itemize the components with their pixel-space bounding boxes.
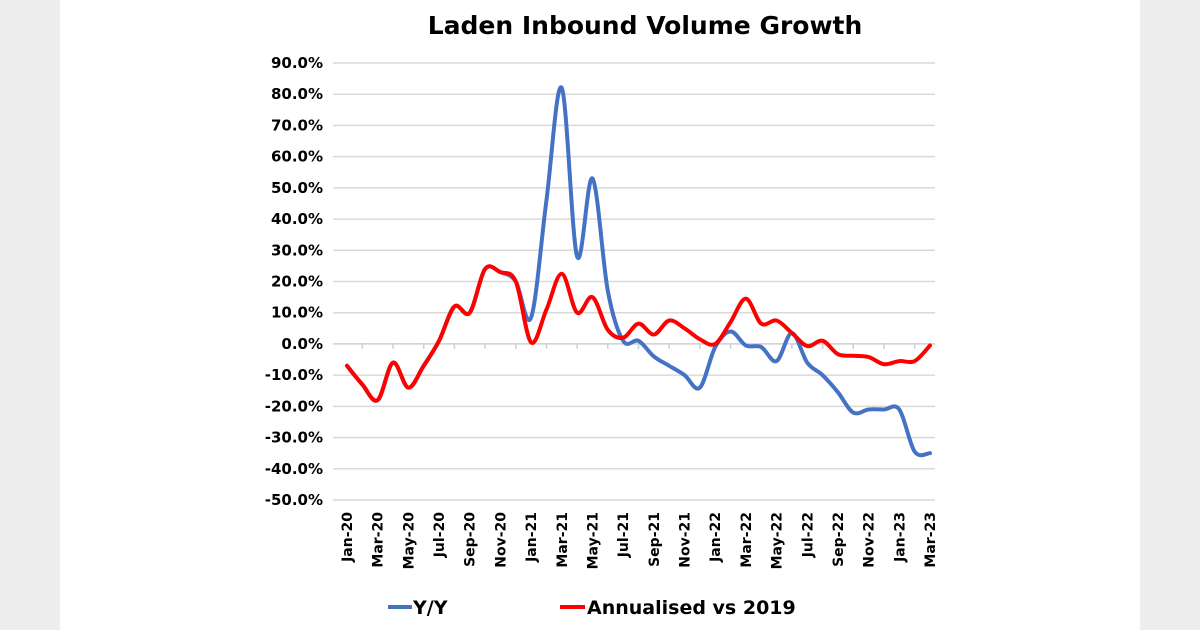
x-axis-ticks: Jan-20 Mar-20 May-20 Jul-20 Sep-20 Nov-20 Jan-… (340, 512, 939, 570)
y-tick-label: 60.0% (271, 148, 323, 166)
series-lines (345, 85, 932, 458)
x-tick-label: Jul-22 (800, 512, 816, 558)
x-tick-label: Sep-20 (463, 512, 479, 567)
x-tick-label: Jul-21 (616, 512, 632, 558)
x-tick-label: Sep-22 (831, 512, 847, 567)
legend-label-annualised: Annualised vs 2019 (587, 597, 796, 619)
x-tick-label: Mar-23 (923, 512, 939, 568)
x-tick-label: Jan-21 (524, 512, 540, 563)
y-tick-label: 70.0% (271, 116, 323, 134)
y-tick-label: 10.0% (271, 304, 323, 322)
x-tick-label: Mar-20 (371, 512, 387, 568)
legend: Y/Y Annualised vs 2019 (388, 597, 796, 619)
y-tick-label: -10.0% (265, 366, 323, 384)
x-tick-label: Jan-20 (340, 512, 356, 563)
gridlines (333, 62, 935, 501)
legend-label-yy: Y/Y (412, 597, 448, 619)
y-axis-ticks: 90.0% 80.0% 70.0% 60.0% 50.0% 40.0% 30.0% 20.0%… (265, 54, 323, 509)
y-tick-label: 50.0% (271, 179, 323, 197)
x-tick-label: May-20 (401, 512, 417, 570)
x-tick-label: Sep-21 (647, 512, 663, 567)
x-tick-label: Jan-22 (708, 512, 724, 563)
y-tick-label: 30.0% (271, 241, 323, 259)
x-tick-label: Jul-20 (432, 512, 448, 559)
x-tick-label: Nov-21 (678, 512, 694, 568)
y-tick-label: 80.0% (271, 85, 323, 103)
y-tick-label: 90.0% (271, 54, 323, 72)
x-tick-label: Nov-20 (493, 512, 509, 568)
x-tick-label: May-21 (585, 512, 601, 569)
y-tick-label: -40.0% (265, 460, 323, 478)
x-tick-label: Nov-22 (862, 512, 878, 568)
x-tick-label: May-22 (770, 512, 786, 569)
y-tick-label: 40.0% (271, 210, 323, 228)
x-tick-label: Mar-21 (555, 512, 571, 568)
x-tick-label: Mar-22 (739, 512, 755, 568)
y-tick-label: -20.0% (265, 397, 323, 415)
y-tick-label: 0.0% (281, 335, 323, 353)
y-tick-label: -50.0% (265, 491, 323, 509)
chart-title: Laden Inbound Volume Growth (428, 11, 863, 40)
x-tick-label: Jan-23 (892, 512, 908, 563)
y-tick-label: -30.0% (265, 429, 323, 447)
y-tick-label: 20.0% (271, 273, 323, 291)
